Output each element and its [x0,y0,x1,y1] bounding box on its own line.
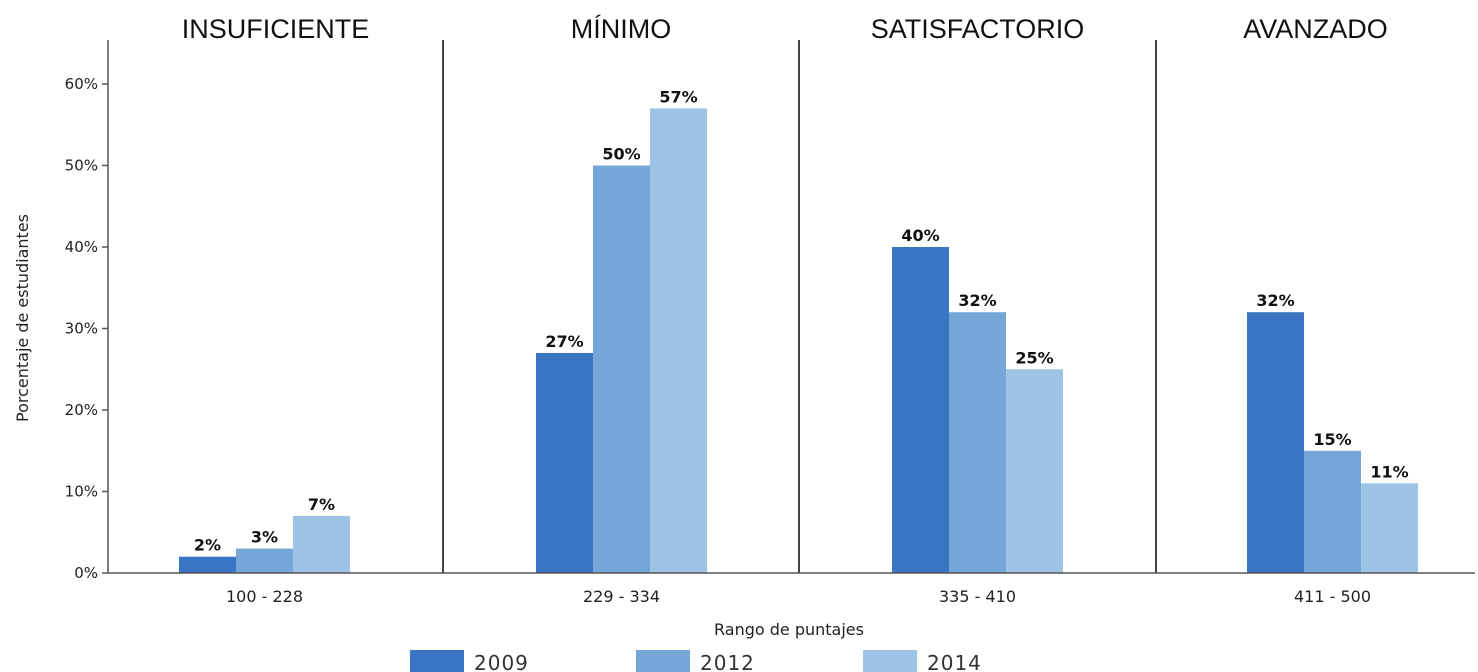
data-label: 25% [1015,348,1053,367]
bar-2012 [949,312,1006,573]
band-title: AVANZADO [1243,14,1388,44]
y-tick-label: 10% [65,483,98,501]
legend-swatch-2014 [863,650,917,672]
bar-2009 [892,247,949,573]
bar-2014 [1006,369,1063,573]
y-tick-label: 40% [65,238,98,256]
y-axis: 0% 10% 20% 30% 40% 50% 60% [65,40,109,582]
bar-2012 [593,165,650,573]
data-label: 2% [194,536,221,555]
y-axis-title: Porcentaje de estudiantes [13,214,32,422]
y-tick-label: 30% [65,320,98,338]
data-label: 11% [1370,462,1408,481]
legend-label: 2014 [927,651,982,672]
data-label: 57% [659,87,697,106]
bar-2014 [1361,483,1418,573]
bar-2009 [179,556,236,573]
x-axis-title: Rango de puntajes [714,620,864,639]
bar-2014 [650,108,707,573]
data-labels: 2% 27% 40% 32% 3% 50% 32% 15% 7% 57% 25% 11% [194,87,1409,554]
data-label: 40% [901,226,939,245]
legend-swatch-2009 [410,650,464,672]
y-tick-label: 0% [74,564,98,582]
bar-2012 [236,548,293,573]
y-tick-label: 60% [65,75,98,93]
band-separators [442,40,1157,573]
x-tick-label: 229 - 334 [583,587,660,606]
bar-2009 [1247,312,1304,573]
data-label: 27% [545,332,583,351]
data-label: 32% [1256,291,1294,310]
legend-swatch-2012 [636,650,690,672]
y-tick-label: 20% [65,401,98,419]
band-title: SATISFACTORIO [871,14,1085,44]
data-label: 32% [958,291,996,310]
legend-label: 2012 [700,651,755,672]
band-title: INSUFICIENTE [182,14,370,44]
data-label: 50% [602,145,640,164]
x-tick-label: 335 - 410 [939,587,1016,606]
data-label: 3% [251,528,278,547]
legend-label: 2009 [474,651,529,672]
legend: 2009 2012 2014 [410,650,982,672]
y-tick-label: 50% [65,157,98,175]
x-tick-label: 411 - 500 [1294,587,1371,606]
data-label: 15% [1313,430,1351,449]
bar-2014 [293,515,350,573]
band-title: MÍNIMO [571,14,672,44]
bar-2009 [536,352,593,573]
data-label: 7% [308,495,335,514]
band-titles: INSUFICIENTE MÍNIMO SATISFACTORIO AVANZADO [182,14,1388,44]
bars [179,108,1418,573]
x-axis: 100 - 228 229 - 334 335 - 410 411 - 500 [108,572,1475,606]
x-tick-label: 100 - 228 [226,587,303,606]
bar-2012 [1304,450,1361,573]
